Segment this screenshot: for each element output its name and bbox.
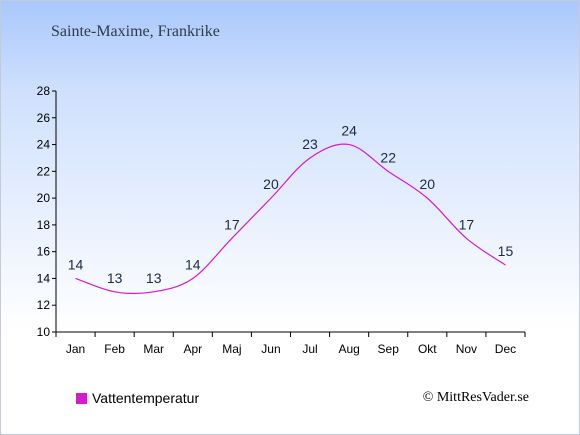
- x-tick-label: Maj: [222, 342, 241, 356]
- data-label: 23: [302, 136, 318, 152]
- y-tick-label: 22: [37, 164, 51, 178]
- data-label: 20: [263, 176, 279, 192]
- chart-title: Sainte-Maxime, Frankrike: [51, 23, 220, 40]
- data-label: 17: [224, 216, 240, 232]
- credit-text: © MittResVader.se: [422, 390, 529, 405]
- x-tick-label: Apr: [183, 342, 202, 356]
- y-tick-label: 20: [37, 191, 51, 205]
- y-tick-label: 16: [37, 245, 51, 259]
- data-label: 17: [459, 216, 475, 232]
- series-line: [75, 143, 506, 295]
- legend-swatch: [76, 392, 87, 404]
- y-tick-label: 28: [37, 84, 51, 98]
- legend: Vattentemperatur: [76, 390, 199, 406]
- x-tick-label: Okt: [418, 342, 437, 356]
- y-tick-label: 12: [37, 298, 51, 312]
- x-tick-label: Jun: [261, 342, 280, 356]
- x-tick-label: Aug: [338, 342, 359, 356]
- data-label: 13: [107, 270, 123, 286]
- data-label: 24: [341, 123, 357, 139]
- data-label: 22: [380, 149, 396, 165]
- y-tick-label: 24: [37, 138, 51, 152]
- data-label: 20: [420, 176, 436, 192]
- y-tick-label: 26: [37, 111, 51, 125]
- x-tick-label: Dec: [495, 342, 516, 356]
- y-tick-label: 14: [37, 271, 51, 285]
- x-tick-label: Jul: [302, 342, 317, 356]
- x-tick-label: Nov: [456, 342, 477, 356]
- data-label: 13: [146, 270, 162, 286]
- data-label: 15: [498, 243, 514, 259]
- y-tick-label: 18: [37, 218, 51, 232]
- x-tick-label: Mar: [143, 342, 164, 356]
- y-tick-label: 10: [37, 325, 51, 339]
- x-tick-label: Jan: [66, 342, 85, 356]
- data-label: 14: [68, 256, 84, 272]
- x-tick-label: Sep: [378, 342, 400, 356]
- x-tick-label: Feb: [104, 342, 125, 356]
- data-label: 14: [185, 256, 201, 272]
- legend-label: Vattentemperatur: [92, 390, 200, 406]
